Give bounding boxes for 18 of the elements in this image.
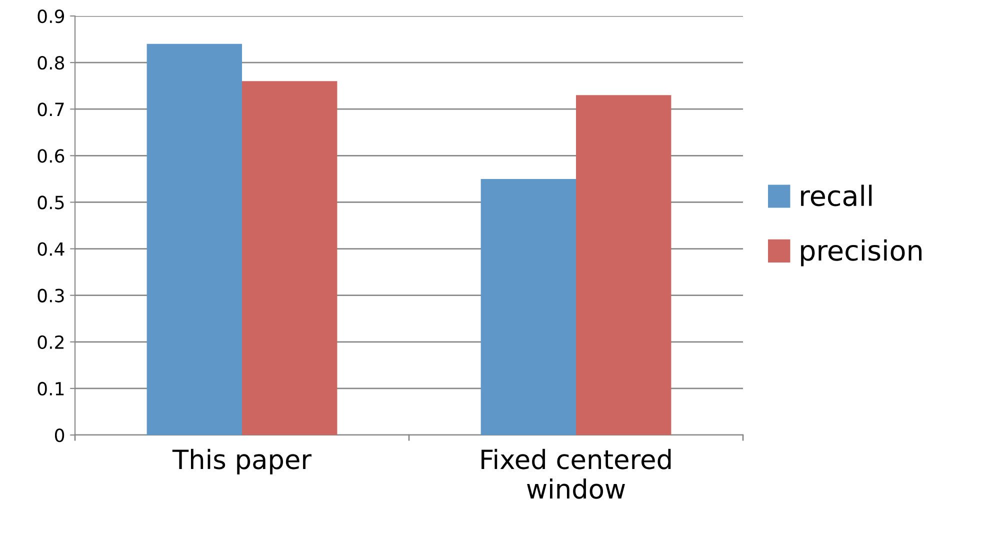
y-tick-label: 0.5 xyxy=(38,196,64,210)
y-tick-label: 0.1 xyxy=(38,382,64,396)
y-tick-label: 0.2 xyxy=(38,335,64,350)
y-tick-label: 0.7 xyxy=(38,102,64,116)
x-tick-label: Fixed centered window xyxy=(482,448,671,499)
bar xyxy=(242,81,338,435)
y-tick-label: 0.8 xyxy=(38,56,64,70)
y-tick-label: 0.3 xyxy=(38,288,64,302)
x-tick-label: This paper xyxy=(172,448,312,474)
y-tick-label: 0.9 xyxy=(38,9,64,24)
bar xyxy=(480,178,576,435)
legend-label: precision xyxy=(801,239,922,266)
y-tick-label: 0.4 xyxy=(38,242,64,256)
legend-label: recall xyxy=(801,184,872,206)
y-tick-label: 0 xyxy=(54,428,64,442)
bar xyxy=(146,44,242,435)
bar xyxy=(576,95,672,435)
y-tick-label: 0.6 xyxy=(38,149,64,163)
